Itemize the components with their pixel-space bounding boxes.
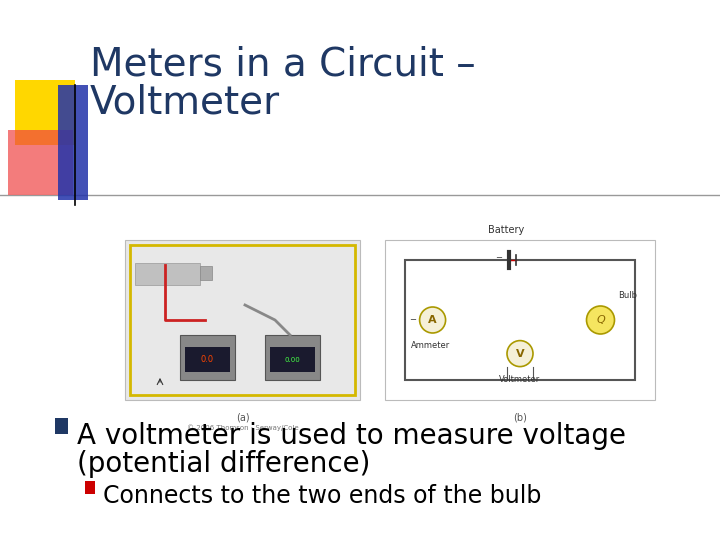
Bar [405,260,635,380]
Text: −: − [410,315,417,325]
Bar [185,347,230,372]
Text: 0.0: 0.0 [200,355,214,364]
Text: 0.00: 0.00 [284,357,300,363]
Text: Connects to the two ends of the bulb: Connects to the two ends of the bulb [103,484,541,508]
Text: Bulb: Bulb [618,291,637,300]
Bar [58,85,88,200]
Bar [200,266,212,280]
Text: A voltmeter is used to measure voltage: A voltmeter is used to measure voltage [77,422,626,450]
Text: Q: Q [596,315,605,325]
Text: (a): (a) [235,412,249,422]
Text: © 2006 Thomson · Serway/Cole: © 2006 Thomson · Serway/Cole [186,424,298,431]
Text: Ammeter: Ammeter [411,341,450,350]
Text: A: A [428,315,437,325]
Bar [385,240,655,400]
Bar [8,130,73,195]
Bar [180,335,235,380]
Bar [125,240,360,400]
Bar [130,245,355,395]
Text: (potential difference): (potential difference) [77,450,370,478]
Text: Battery: Battery [488,225,525,235]
Bar [265,335,320,380]
Bar [15,80,75,145]
Bar [270,347,315,372]
Bar [135,263,200,285]
Text: Meters in a Circuit –: Meters in a Circuit – [90,45,476,83]
Circle shape [420,307,446,333]
Text: −: − [495,253,503,262]
Bar [55,418,68,434]
Text: Voltmeter: Voltmeter [90,83,280,121]
Circle shape [507,341,533,367]
Text: Voltmeter: Voltmeter [500,375,541,383]
Circle shape [587,306,614,334]
Text: (b): (b) [513,412,527,422]
Bar [85,481,95,494]
Text: V: V [516,349,524,359]
